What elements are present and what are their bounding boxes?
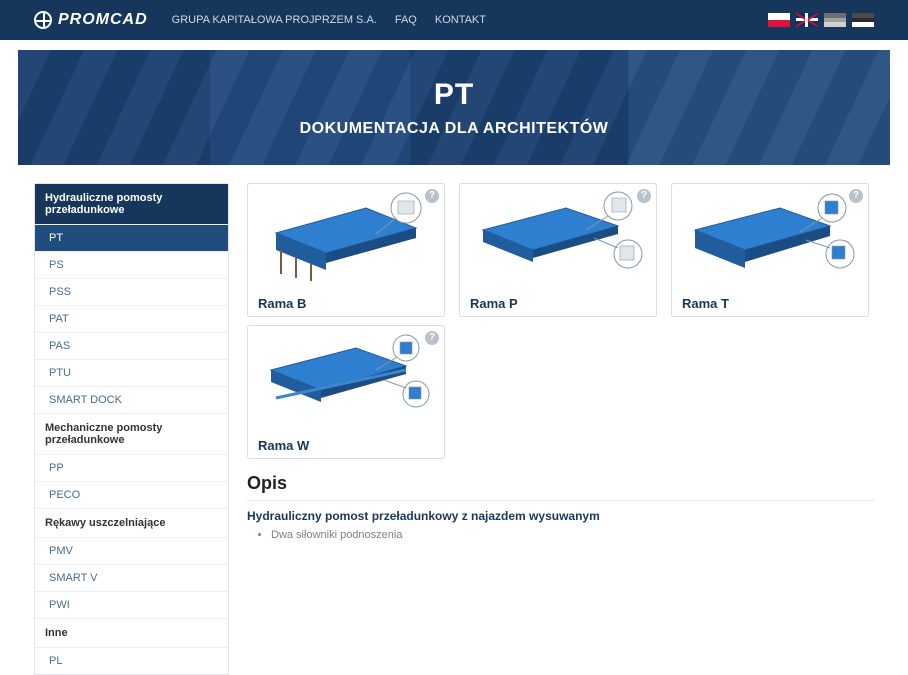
platform-t-icon bbox=[680, 188, 860, 284]
card-rama-t[interactable]: ? Rama T bbox=[671, 183, 869, 317]
opis-section: Opis Hydrauliczny pomost przeładunkowy z… bbox=[247, 473, 874, 541]
brand-logo-icon bbox=[34, 11, 52, 29]
flag-uk-icon[interactable] bbox=[796, 13, 818, 27]
sidebar-item-pl[interactable]: PL bbox=[35, 647, 228, 674]
cards-row-1: ? R bbox=[247, 183, 874, 317]
cards-row-2: ? Rama W bbox=[247, 325, 874, 459]
sidebar-item-ps[interactable]: PS bbox=[35, 251, 228, 278]
card-illustration bbox=[460, 184, 656, 288]
help-icon[interactable]: ? bbox=[425, 331, 439, 345]
sidebar-group-header-sleeves: Rękawy uszczelniające bbox=[35, 508, 228, 537]
sidebar-item-peco[interactable]: PECO bbox=[35, 481, 228, 508]
sidebar-group-header-hydraulic: Hydrauliczne pomosty przeładunkowe bbox=[35, 184, 228, 224]
flag-de-icon[interactable] bbox=[824, 13, 846, 27]
sidebar-item-pas[interactable]: PAS bbox=[35, 332, 228, 359]
opis-bullet: Dwa siłowniki podnoszenia bbox=[271, 529, 874, 541]
sidebar-item-smartv[interactable]: SMART V bbox=[35, 564, 228, 591]
opis-heading: Opis bbox=[247, 473, 874, 501]
card-rama-w[interactable]: ? Rama W bbox=[247, 325, 445, 459]
sidebar-item-pss[interactable]: PSS bbox=[35, 278, 228, 305]
content: Hydrauliczne pomosty przeładunkowe PT PS… bbox=[0, 165, 908, 675]
card-label: Rama B bbox=[248, 288, 444, 321]
platform-w-icon bbox=[256, 330, 436, 426]
nav-kontakt[interactable]: KONTAKT bbox=[435, 14, 486, 26]
help-icon[interactable]: ? bbox=[425, 189, 439, 203]
flag-ee-icon[interactable] bbox=[852, 13, 874, 27]
sidebar-item-ptu[interactable]: PTU bbox=[35, 359, 228, 386]
help-icon[interactable]: ? bbox=[637, 189, 651, 203]
brand-name: PROMCAD bbox=[58, 11, 148, 29]
sidebar-item-pp[interactable]: PP bbox=[35, 454, 228, 481]
platform-p-icon bbox=[468, 188, 648, 284]
hero-subtitle: DOKUMENTACJA DLA ARCHITEKTÓW bbox=[300, 120, 609, 138]
top-nav: GRUPA KAPITAŁOWA PROJPRZEM S.A. FAQ KONT… bbox=[172, 14, 486, 26]
hero-wrap: PT DOKUMENTACJA DLA ARCHITEKTÓW bbox=[0, 40, 908, 165]
hero-title: PT bbox=[434, 78, 474, 112]
sidebar: Hydrauliczne pomosty przeładunkowe PT PS… bbox=[34, 183, 229, 675]
sidebar-group-header-mechanical: Mechaniczne pomosty przeładunkowe bbox=[35, 413, 228, 454]
nav-grupa[interactable]: GRUPA KAPITAŁOWA PROJPRZEM S.A. bbox=[172, 14, 377, 26]
hero-banner: PT DOKUMENTACJA DLA ARCHITEKTÓW bbox=[18, 50, 890, 165]
sidebar-item-pat[interactable]: PAT bbox=[35, 305, 228, 332]
sidebar-item-pmv[interactable]: PMV bbox=[35, 537, 228, 564]
card-label: Rama T bbox=[672, 288, 868, 321]
brand-link[interactable]: PROMCAD bbox=[34, 11, 148, 29]
topbar: PROMCAD GRUPA KAPITAŁOWA PROJPRZEM S.A. … bbox=[0, 0, 908, 40]
card-label: Rama P bbox=[460, 288, 656, 321]
sidebar-item-pt[interactable]: PT bbox=[35, 224, 228, 251]
card-illustration bbox=[672, 184, 868, 288]
opis-list: Dwa siłowniki podnoszenia bbox=[247, 529, 874, 541]
sidebar-group-header-other: Inne bbox=[35, 618, 228, 647]
card-rama-b[interactable]: ? R bbox=[247, 183, 445, 317]
help-icon[interactable]: ? bbox=[849, 189, 863, 203]
card-illustration bbox=[248, 326, 444, 430]
flag-pl-icon[interactable] bbox=[768, 13, 790, 27]
topbar-left: PROMCAD GRUPA KAPITAŁOWA PROJPRZEM S.A. … bbox=[34, 11, 486, 29]
main: ? R bbox=[247, 183, 874, 541]
nav-faq[interactable]: FAQ bbox=[395, 14, 417, 26]
opis-subheading: Hydrauliczny pomost przeładunkowy z naja… bbox=[247, 509, 874, 523]
sidebar-item-pwi[interactable]: PWI bbox=[35, 591, 228, 618]
card-label: Rama W bbox=[248, 430, 444, 463]
card-illustration bbox=[248, 184, 444, 288]
platform-b-icon bbox=[256, 188, 436, 284]
language-flags bbox=[768, 13, 874, 27]
sidebar-item-smartdock[interactable]: SMART DOCK bbox=[35, 386, 228, 413]
card-rama-p[interactable]: ? Rama P bbox=[459, 183, 657, 317]
